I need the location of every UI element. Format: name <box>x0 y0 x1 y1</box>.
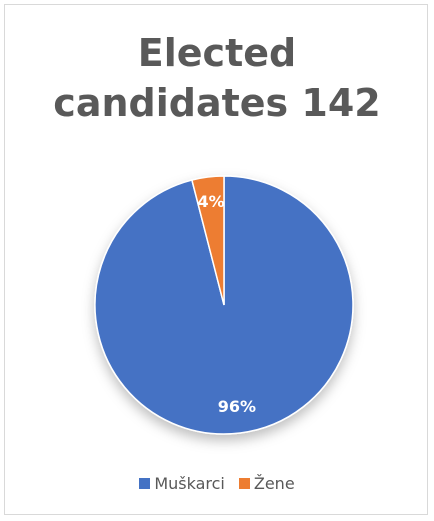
pie <box>94 175 354 435</box>
legend-swatch <box>238 478 250 489</box>
chart-title: Elected candidates 142 <box>53 31 381 125</box>
pie-slice <box>191 175 225 306</box>
legend-swatch <box>139 478 151 489</box>
legend: Muškarci Žene <box>0 474 434 493</box>
data-label: 96% <box>218 397 256 416</box>
legend-item: Žene <box>238 474 295 493</box>
data-label: 4% <box>197 192 224 211</box>
legend-label: Žene <box>253 474 295 493</box>
legend-label: Muškarci <box>154 474 225 493</box>
legend-item: Muškarci <box>139 474 225 493</box>
